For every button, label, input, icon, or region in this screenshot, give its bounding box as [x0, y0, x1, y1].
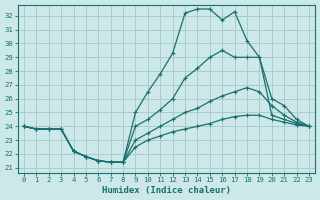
X-axis label: Humidex (Indice chaleur): Humidex (Indice chaleur) [102, 186, 231, 195]
